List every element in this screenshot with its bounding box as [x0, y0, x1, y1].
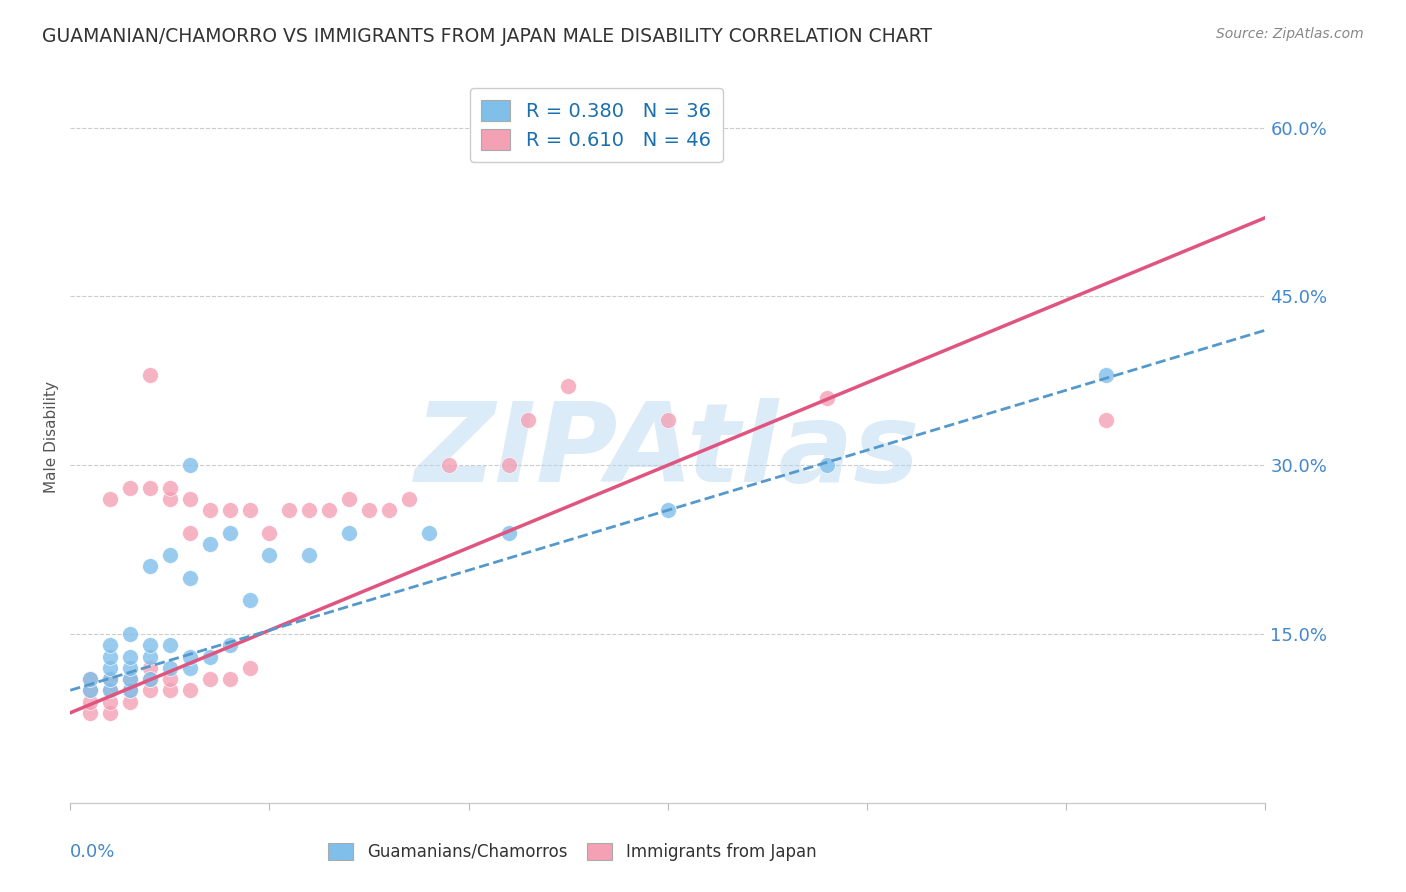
Point	[239, 661, 262, 675]
Point	[120, 683, 141, 698]
Point	[298, 548, 321, 562]
Point	[159, 638, 181, 652]
Point	[359, 503, 381, 517]
Point	[120, 694, 141, 708]
Point	[179, 571, 201, 585]
Point	[437, 458, 460, 473]
Point	[159, 548, 181, 562]
Point	[139, 638, 162, 652]
Point	[278, 503, 301, 517]
Point	[179, 683, 201, 698]
Point	[239, 593, 262, 607]
Point	[98, 661, 121, 675]
Point	[120, 649, 141, 664]
Point	[198, 503, 221, 517]
Point	[98, 672, 121, 686]
Point	[139, 649, 162, 664]
Point	[218, 638, 240, 652]
Point	[657, 413, 679, 427]
Point	[318, 503, 340, 517]
Point	[98, 706, 121, 720]
Point	[98, 649, 121, 664]
Point	[179, 649, 201, 664]
Point	[218, 503, 240, 517]
Point	[79, 672, 101, 686]
Point	[398, 491, 420, 506]
Point	[120, 481, 141, 495]
Point	[120, 661, 141, 675]
Point	[79, 694, 101, 708]
Point	[120, 683, 141, 698]
Point	[139, 481, 162, 495]
Point	[98, 683, 121, 698]
Point	[557, 379, 579, 393]
Point	[139, 368, 162, 383]
Y-axis label: Male Disability: Male Disability	[44, 381, 59, 493]
Point	[139, 559, 162, 574]
Point	[1095, 368, 1118, 383]
Point	[198, 649, 221, 664]
Point	[517, 413, 540, 427]
Point	[418, 525, 440, 540]
Point	[218, 525, 240, 540]
Point	[1095, 413, 1118, 427]
Text: ZIPAtlas: ZIPAtlas	[415, 398, 921, 505]
Point	[198, 672, 221, 686]
Point	[498, 525, 520, 540]
Point	[159, 672, 181, 686]
Point	[120, 672, 141, 686]
Text: Source: ZipAtlas.com: Source: ZipAtlas.com	[1216, 27, 1364, 41]
Point	[498, 458, 520, 473]
Point	[159, 661, 181, 675]
Point	[139, 661, 162, 675]
Point	[179, 491, 201, 506]
Point	[159, 683, 181, 698]
Point	[179, 458, 201, 473]
Point	[259, 525, 281, 540]
Point	[139, 672, 162, 686]
Point	[378, 503, 401, 517]
Point	[179, 525, 201, 540]
Point	[79, 683, 101, 698]
Point	[298, 503, 321, 517]
Point	[259, 548, 281, 562]
Point	[139, 672, 162, 686]
Point	[239, 503, 262, 517]
Point	[815, 458, 838, 473]
Point	[79, 672, 101, 686]
Point	[98, 491, 121, 506]
Point	[657, 503, 679, 517]
Point	[98, 694, 121, 708]
Point	[98, 638, 121, 652]
Point	[120, 672, 141, 686]
Point	[179, 661, 201, 675]
Point	[120, 627, 141, 641]
Point	[79, 706, 101, 720]
Legend: Guamanians/Chamorros, Immigrants from Japan: Guamanians/Chamorros, Immigrants from Ja…	[322, 836, 823, 868]
Point	[337, 525, 360, 540]
Point	[159, 481, 181, 495]
Point	[337, 491, 360, 506]
Point	[79, 683, 101, 698]
Text: 0.0%: 0.0%	[70, 843, 115, 861]
Point	[139, 683, 162, 698]
Point	[159, 491, 181, 506]
Point	[218, 672, 240, 686]
Point	[98, 683, 121, 698]
Point	[815, 391, 838, 405]
Text: GUAMANIAN/CHAMORRO VS IMMIGRANTS FROM JAPAN MALE DISABILITY CORRELATION CHART: GUAMANIAN/CHAMORRO VS IMMIGRANTS FROM JA…	[42, 27, 932, 45]
Point	[98, 672, 121, 686]
Point	[198, 537, 221, 551]
